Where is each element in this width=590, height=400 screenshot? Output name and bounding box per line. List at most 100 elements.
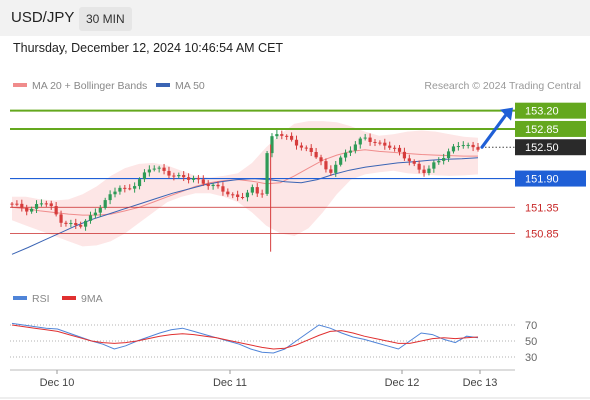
legend-item-rsi: RSI: [13, 293, 50, 305]
candle-body: [34, 204, 39, 209]
candle-body: [466, 144, 470, 146]
candle-body: [407, 158, 411, 162]
candle-body: [20, 203, 24, 208]
candle-body: [25, 207, 29, 212]
x-tick-label: Dec 12: [385, 377, 420, 389]
candle-body: [236, 194, 240, 198]
candle-body: [324, 161, 328, 170]
candle-body: [216, 184, 220, 187]
candle-body: [461, 145, 465, 147]
candle-body: [79, 225, 83, 227]
timeframe-badge[interactable]: 30 MIN: [79, 7, 132, 31]
ma20-line: [11, 149, 478, 216]
candle-body: [358, 138, 362, 145]
candle-body: [393, 147, 397, 149]
credit-text: Research © 2024 Trading Central: [424, 80, 581, 92]
candle-body: [442, 158, 446, 161]
candle-body: [123, 187, 127, 189]
candle-body: [74, 223, 78, 226]
candle-body: [118, 187, 122, 192]
candle-body: [30, 208, 34, 212]
price-levels-layer: [10, 109, 515, 234]
candle-body: [270, 136, 274, 154]
candle-body: [334, 164, 338, 173]
candle-body: [319, 157, 323, 162]
candle-body: [69, 223, 73, 225]
candle-body: [221, 186, 225, 192]
legend-rsi-ma-label: 9MA: [81, 293, 103, 305]
candle-body: [294, 139, 299, 146]
level-label-151-90: 151.90: [525, 174, 559, 186]
level-tag-152-50: [515, 139, 586, 156]
rsi-ma-swatch: [62, 296, 76, 301]
candle-body: [412, 161, 416, 164]
x-tick-label: Dec 10: [40, 377, 75, 389]
candle-body: [98, 207, 102, 213]
candle-body: [88, 215, 93, 221]
candle-body: [172, 175, 176, 177]
timestamp: Thursday, December 12, 2024 10:46:54 AM …: [13, 41, 284, 55]
candle-body: [157, 167, 161, 169]
level-label-153-20: 153.20: [525, 106, 559, 118]
candle-body: [231, 194, 235, 196]
candle-body: [44, 203, 48, 205]
candle-body: [471, 144, 475, 148]
candles-layer: [10, 129, 480, 252]
candle-body: [93, 212, 97, 216]
ma50-swatch: [156, 83, 170, 88]
bollinger-band-layer: [12, 121, 478, 247]
candle-body: [285, 135, 289, 137]
candle-body: [378, 142, 382, 144]
candle-body: [451, 146, 456, 152]
legend-rsi-label: RSI: [32, 293, 50, 305]
candle-body: [250, 187, 254, 193]
candle-body: [39, 203, 44, 205]
candle-body: [422, 169, 426, 174]
candle-body: [211, 184, 215, 187]
candle-body: [353, 144, 357, 151]
ma20-swatch: [13, 83, 27, 88]
candle-body: [314, 152, 318, 158]
candle-body: [280, 134, 284, 136]
rsi-ma-line: [11, 324, 479, 350]
candle-body: [15, 203, 19, 205]
level-label-152-85: 152.85: [525, 124, 559, 136]
candle-body: [255, 187, 259, 194]
candle-body: [437, 160, 441, 163]
title-bar: USD/JPY 30 MIN: [0, 0, 590, 36]
level-tag-152-85: [515, 120, 586, 137]
rsi-tick-label: 50: [525, 336, 537, 348]
candle-body: [343, 152, 348, 158]
rsi-tick-label: 70: [525, 320, 537, 332]
rsi-panel: 70 50 30: [10, 320, 537, 364]
level-tag-151-90: [515, 170, 586, 187]
level-label-151-35: 151.35: [525, 202, 559, 214]
candle-body: [368, 137, 372, 142]
rsi-swatch: [13, 296, 27, 301]
candle-body: [196, 177, 200, 180]
x-tick-label: Dec 13: [463, 377, 498, 389]
forecast-arrow-shaft: [480, 113, 508, 149]
candle-body: [427, 168, 431, 174]
legend-ma20-label: MA 20 + Bollinger Bands: [32, 80, 148, 92]
candle-body: [191, 177, 196, 180]
forecast-arrow-head: [500, 107, 513, 121]
x-axis: Dec 10 Dec 11 Dec 12 Dec 13: [0, 369, 590, 399]
level-tag-153-20: [515, 102, 586, 119]
candle-body: [10, 203, 14, 205]
candle-body: [290, 135, 294, 140]
candle-body: [275, 134, 279, 137]
candle-body: [49, 203, 53, 207]
candle-body: [162, 167, 166, 171]
candle-body: [304, 147, 308, 149]
candle-body: [137, 179, 142, 187]
candle-body: [476, 147, 480, 150]
bollinger-band: [12, 121, 478, 247]
level-labels-layer: 153.20 152.85 152.50 151.90 151.35 150.85: [515, 102, 586, 240]
candle-body: [339, 157, 343, 165]
level-label-152-50: 152.50: [525, 142, 559, 154]
candle-body: [108, 194, 112, 201]
candle-body: [142, 172, 147, 180]
candle-body: [167, 170, 171, 176]
